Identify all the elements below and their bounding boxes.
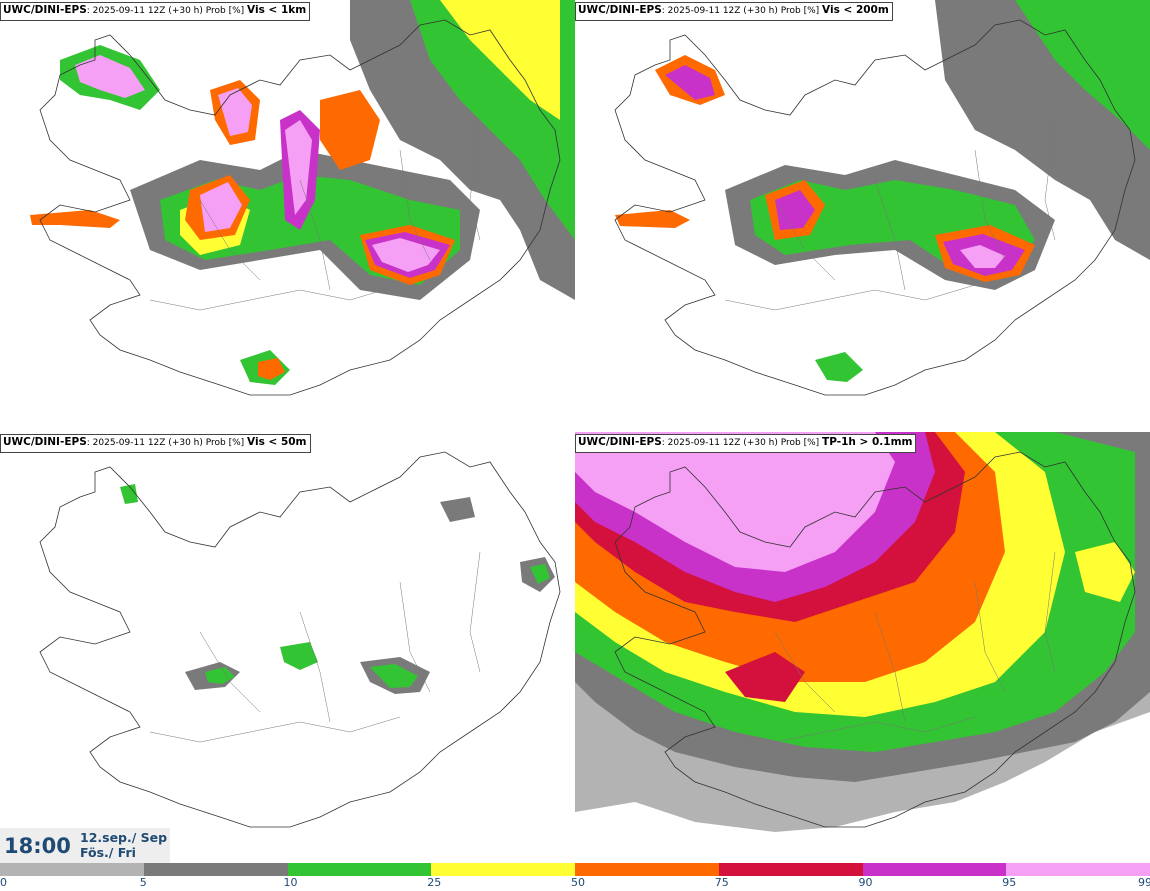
colorbar-tick-label: 5 [139,876,147,889]
panel-title: UWC/DINI-EPS: 2025-09-11 12Z (+30 h) Pro… [0,2,311,21]
panel-title: UWC/DINI-EPS: 2025-09-11 12Z (+30 h) Pro… [0,434,311,453]
colorbar-segment [862,863,1008,876]
probability-map [575,432,1150,862]
colorbar-tick-label: 10 [283,876,298,889]
colorbar-tick-label: 99 [1138,876,1150,889]
colorbar-tick-label: 50 [571,876,585,889]
colorbar-tick-label: 0 [0,876,7,889]
colorbar-segment [718,863,864,876]
map-panel-vis-200m: UWC/DINI-EPS: 2025-09-11 12Z (+30 h) Pro… [575,0,1150,430]
colorbar-segment [575,863,720,876]
panel-title: UWC/DINI-EPS: 2025-09-11 12Z (+30 h) Pro… [575,434,917,453]
date-line-2: Fös./ Fri [80,845,136,860]
probability-map [39,451,561,828]
colorbar-tick-label: 95 [1002,876,1017,889]
colorbar-segment [287,863,433,876]
colorbar-tick-label: 90 [858,876,873,889]
map-panel-tp-1h: UWC/DINI-EPS: 2025-09-11 12Z (+30 h) Pro… [575,432,1150,862]
colorbar-segment [1006,863,1150,876]
colorbar-segment [143,863,289,876]
valid-time: 18:00 [4,834,71,858]
probability-colorbar [0,863,1150,876]
probability-map [614,0,1150,396]
colorbar-tick-label: 75 [714,876,729,889]
map-panel-vis-50m: UWC/DINI-EPS: 2025-09-11 12Z (+30 h) Pro… [0,432,575,862]
map-panel-vis-1km: UWC/DINI-EPS: 2025-09-11 12Z (+30 h) Pro… [0,0,575,430]
colorbar-segment [0,863,145,876]
colorbar-segment [431,863,576,876]
panel-title: UWC/DINI-EPS: 2025-09-11 12Z (+30 h) Pro… [575,2,893,21]
colorbar-tick-label: 25 [427,876,442,889]
valid-time-box: 18:00 12.sep./ Sep Fös./ Fri [0,828,170,864]
date-line-1: 12.sep./ Sep [80,830,168,845]
valid-date: 12.sep./ Sep Fös./ Fri [80,830,167,860]
probability-map [30,0,575,396]
